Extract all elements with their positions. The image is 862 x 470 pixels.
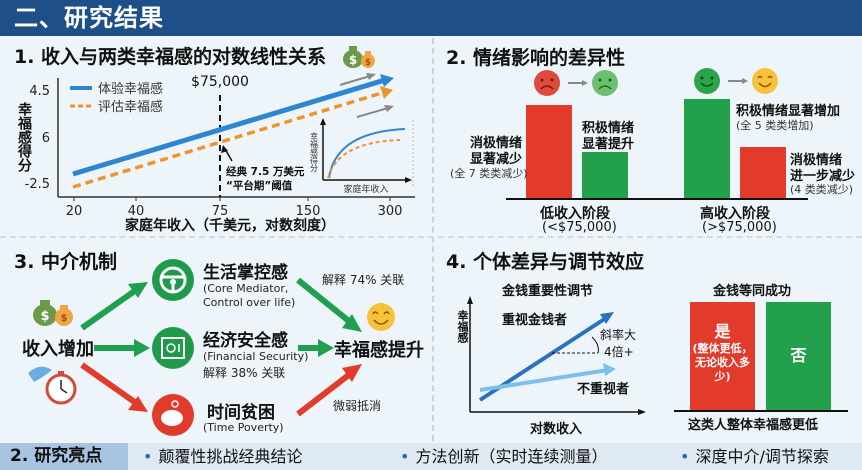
mediator-control-en2: Control over life) <box>203 296 296 309</box>
low-pos-text1: 积极情绪 <box>582 121 635 136</box>
low-positive-bar <box>582 152 628 198</box>
legend-experienced: 体验幸福感 <box>98 81 163 97</box>
baseline <box>506 198 808 200</box>
section2-title: 2. 情绪影响的差异性 <box>446 47 626 69</box>
section-header: 二、研究结果 <box>0 0 862 36</box>
baseline <box>674 410 848 412</box>
money-success-caption: 这类人整体幸福感更低 <box>688 418 819 433</box>
no-bar: 否 <box>766 302 831 410</box>
section1-title: 1. 收入与两类幸福感的对数线性关系 <box>14 46 327 68</box>
bullet-icon: • <box>400 447 410 466</box>
income-increase-label: 收入增加 <box>22 339 94 360</box>
svg-text:$: $ <box>365 58 371 68</box>
mediator-time-note: 微弱抵消 <box>333 399 382 413</box>
low-income-sub: (<$75,000) <box>542 220 617 235</box>
low-neg-note: (全 7 类类减少) <box>450 167 528 180</box>
bullet-icon: • <box>680 447 690 466</box>
yes-label: 是 <box>714 322 731 341</box>
section4-title: 4. 个体差异与调节效应 <box>446 251 645 273</box>
moderation-chart <box>467 296 646 415</box>
divider-horizontal <box>0 236 862 238</box>
threshold-annotation-line1: 经典 7.5 万美元 <box>226 165 305 178</box>
sad-to-sad-faces <box>534 70 618 96</box>
x-tick: 150 <box>296 204 321 219</box>
high-negative-bar <box>740 147 786 198</box>
highlights-bar <box>0 443 862 470</box>
flying-stopwatch-icon <box>28 366 77 405</box>
inset-chart: 家庭年收入 幸福感得分 <box>310 118 414 195</box>
x-tick: 300 <box>378 204 403 219</box>
y-tick: 6 <box>42 131 50 146</box>
mediator-time-title: 时间贫困 <box>207 403 275 423</box>
money-valuers-label: 重视金钱者 <box>502 313 568 328</box>
income-wellbeing-chart: 4.5 6 -2.5 20 40 75 150 300 $75,000 经典 7… <box>16 73 415 219</box>
highlight-item: • 方法创新（实时连续测量） <box>400 447 608 466</box>
divider-vertical <box>432 38 434 441</box>
low-neg-text2: 显著减少 <box>469 152 522 167</box>
high-pos-text: 积极情绪显著增加 <box>736 104 841 119</box>
high-pos-note: (全 5 类类增加) <box>736 119 814 132</box>
mediator-security-note: 解释 38% 关联 <box>203 366 286 380</box>
slope-label2: 4倍+ <box>604 345 634 359</box>
safe-icon <box>152 327 194 369</box>
mediator-control-note: 解释 74% 关联 <box>322 273 405 287</box>
money-bags-icon: $ $ <box>33 300 73 326</box>
sad-face-icon <box>592 70 618 96</box>
inset-ylabel: 幸福感得分 <box>310 132 319 173</box>
x-tick: 20 <box>66 204 83 219</box>
low-neg-text1: 消极情绪 <box>469 136 522 151</box>
smile-face-icon <box>752 68 778 94</box>
svg-text:$: $ <box>61 313 68 324</box>
x-axis-label: 家庭年收入（千美元，对数刻度） <box>125 218 335 234</box>
no-label: 否 <box>790 346 807 365</box>
highlight-item: • 颠覆性挑战经典结论 <box>143 447 303 466</box>
high-income-label: 高收入阶段 <box>700 206 770 222</box>
high-income-sub: (>$75,000) <box>702 220 777 235</box>
svg-text:$: $ <box>40 309 49 324</box>
non-valuers-label: 不重视者 <box>577 382 630 397</box>
inset-xlabel: 家庭年收入 <box>343 183 388 195</box>
high-neg-note: (4 类类减少) <box>790 183 854 196</box>
low-pos-text2: 显著提升 <box>582 137 635 152</box>
threshold-label: $75,000 <box>191 74 249 90</box>
low-income-label: 低收入阶段 <box>540 206 610 222</box>
smile-face-icon <box>367 303 395 331</box>
high-neg-text1: 消极情绪 <box>790 153 843 168</box>
high-positive-bar <box>684 99 730 198</box>
svg-text:$: $ <box>349 53 357 67</box>
slope-label1: 斜率大 <box>600 328 637 342</box>
yes-bar: 是 (整体更低，无论收入多少) <box>690 302 755 410</box>
money-success-title: 金钱等同成功 <box>713 284 792 299</box>
yes-note: (整体更低，无论收入多少) <box>692 342 753 383</box>
legend-evaluative: 评估幸福感 <box>98 99 163 115</box>
sad-face-icon <box>534 70 560 96</box>
mediator-control-en1: (Core Mediator, <box>203 282 289 295</box>
wellbeing-increase-label: 幸福感提升 <box>334 340 424 361</box>
x-tick: 40 <box>128 204 145 219</box>
x-tick: 75 <box>212 204 229 219</box>
happy-faces <box>694 68 778 94</box>
mediator-control-title: 生活掌控感 <box>203 263 288 283</box>
y-tick: 4.5 <box>29 84 50 99</box>
highlight-item: • 深度中介/调节探索 <box>680 447 829 466</box>
moderation-title: 金钱重要性调节 <box>502 284 594 299</box>
mediation-diagram: $ $ <box>28 259 395 436</box>
happy-face-icon <box>694 68 720 94</box>
threshold-annotation-line2: “平台期”阈值 <box>226 179 293 192</box>
moderation-ylabel: 幸福感 <box>456 310 469 343</box>
y-axis-label: 幸福感得分 <box>16 101 33 173</box>
section3-title: 3. 中介机制 <box>14 251 118 273</box>
highlights-label: 2. 研究亮点 <box>0 443 128 470</box>
mediator-security-en: (Financial Security) <box>203 350 309 363</box>
moderation-xlabel: 对数收入 <box>530 422 583 437</box>
y-tick: -2.5 <box>25 177 50 192</box>
money-bags-icon: $ $ <box>343 46 375 68</box>
mediator-time-en: (Time Poverty) <box>203 421 284 434</box>
mediator-security-title: 经济安全感 <box>203 331 288 351</box>
bullet-icon: • <box>143 447 153 466</box>
high-neg-text2: 进一步减少 <box>790 169 856 184</box>
low-negative-bar <box>526 105 572 198</box>
